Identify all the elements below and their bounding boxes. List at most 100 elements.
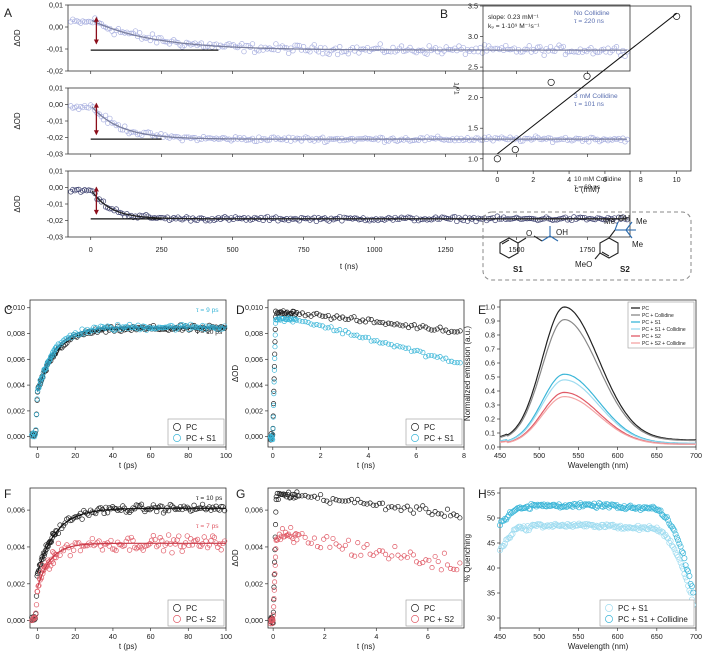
data-point	[311, 535, 317, 541]
data-point	[177, 504, 184, 510]
data-point	[423, 557, 429, 563]
y-tick-label: 55	[487, 489, 495, 498]
data-point	[55, 540, 62, 547]
data-point	[665, 517, 672, 524]
data-point	[354, 44, 360, 50]
data-point	[457, 328, 463, 334]
plot-frame	[499, 487, 697, 629]
data-point	[270, 426, 276, 432]
data-point	[438, 567, 444, 573]
data-point	[91, 542, 97, 549]
data-point	[523, 527, 530, 534]
data-point	[302, 313, 308, 319]
data-point	[460, 137, 466, 143]
data-point	[337, 43, 343, 50]
y-tick-label: 0,006	[7, 506, 25, 515]
data-point	[291, 540, 297, 546]
data-point	[290, 491, 296, 497]
data-point	[497, 522, 503, 529]
legend-marker	[411, 615, 419, 623]
data-point	[360, 335, 366, 341]
data-point	[271, 367, 277, 373]
y-tick-label: 0,004	[7, 542, 25, 551]
data-point	[686, 573, 693, 579]
data-point	[149, 31, 156, 37]
y-tick-label: 2.5	[468, 63, 478, 72]
data-point	[473, 218, 479, 225]
data-point	[334, 51, 341, 58]
data-point	[426, 353, 432, 359]
data-point	[272, 579, 278, 585]
data-point	[386, 556, 392, 562]
data-point	[351, 332, 357, 338]
data-point	[171, 504, 177, 511]
data-point	[311, 311, 317, 317]
s2-bond-me3	[625, 229, 633, 239]
data-point	[60, 523, 67, 529]
data-point	[388, 321, 394, 327]
x-tick-label: 40	[109, 451, 117, 460]
data-point	[72, 18, 78, 24]
data-point	[394, 343, 400, 349]
s2-benzene-ring	[599, 237, 619, 259]
y-tick-label: 35	[487, 589, 495, 598]
emission-line	[499, 379, 696, 445]
data-point	[81, 507, 87, 514]
data-point	[271, 572, 277, 578]
data-point	[365, 335, 371, 341]
data-point	[54, 552, 60, 558]
data-point	[271, 587, 277, 593]
y-tick-label: 0.9	[485, 317, 495, 326]
data-point	[457, 360, 463, 366]
y-tick-label: 3.5	[468, 2, 478, 11]
data-point	[126, 547, 133, 553]
data-point	[337, 315, 343, 321]
arrow-head-up	[93, 102, 99, 108]
data-point	[379, 135, 386, 141]
data-point	[203, 506, 209, 513]
slope-annotation: slope: 0.23 mM⁻¹	[488, 14, 540, 21]
y-tick-label: 0,000	[245, 432, 263, 441]
data-point	[541, 52, 547, 58]
x-tick-label: 1750	[579, 245, 595, 254]
data-point	[270, 437, 276, 443]
data-point	[379, 500, 386, 506]
data-point	[613, 44, 620, 50]
data-point	[389, 553, 395, 559]
x-axis-label: t (ns)	[357, 461, 376, 470]
data-point	[583, 72, 591, 80]
legend-marker	[173, 604, 181, 612]
legend-label: PC	[642, 306, 649, 312]
data-point	[125, 535, 131, 541]
x-tick-label: 550	[572, 632, 584, 641]
legend-label: PC	[424, 604, 435, 613]
data-point	[413, 504, 420, 510]
data-point	[432, 509, 438, 515]
x-tick-label: 2	[323, 632, 327, 641]
data-point	[132, 544, 138, 550]
data-point	[392, 543, 398, 550]
data-point	[435, 558, 441, 565]
y-tick-label: 0,002	[245, 579, 263, 588]
data-point	[411, 348, 417, 354]
x-axis-label: t (ns)	[340, 262, 359, 271]
data-point	[176, 533, 182, 539]
data-point	[221, 323, 228, 329]
data-point	[330, 535, 336, 542]
data-point	[383, 551, 389, 557]
legend-label: PC + S2 + Collidine	[642, 341, 686, 347]
data-point	[403, 345, 409, 351]
series-annotation: 10 mM Collidine	[574, 176, 622, 183]
data-point	[677, 543, 684, 550]
legend-marker	[605, 615, 613, 623]
data-point	[272, 554, 279, 560]
data-point	[391, 344, 397, 350]
data-point	[683, 577, 690, 584]
y-tick-label: 0,008	[245, 329, 263, 338]
y-tick-label: 0,000	[7, 432, 25, 441]
data-point	[53, 554, 59, 561]
data-point	[138, 501, 145, 507]
data-point	[52, 531, 58, 537]
y-tick-label: 50	[487, 514, 495, 523]
